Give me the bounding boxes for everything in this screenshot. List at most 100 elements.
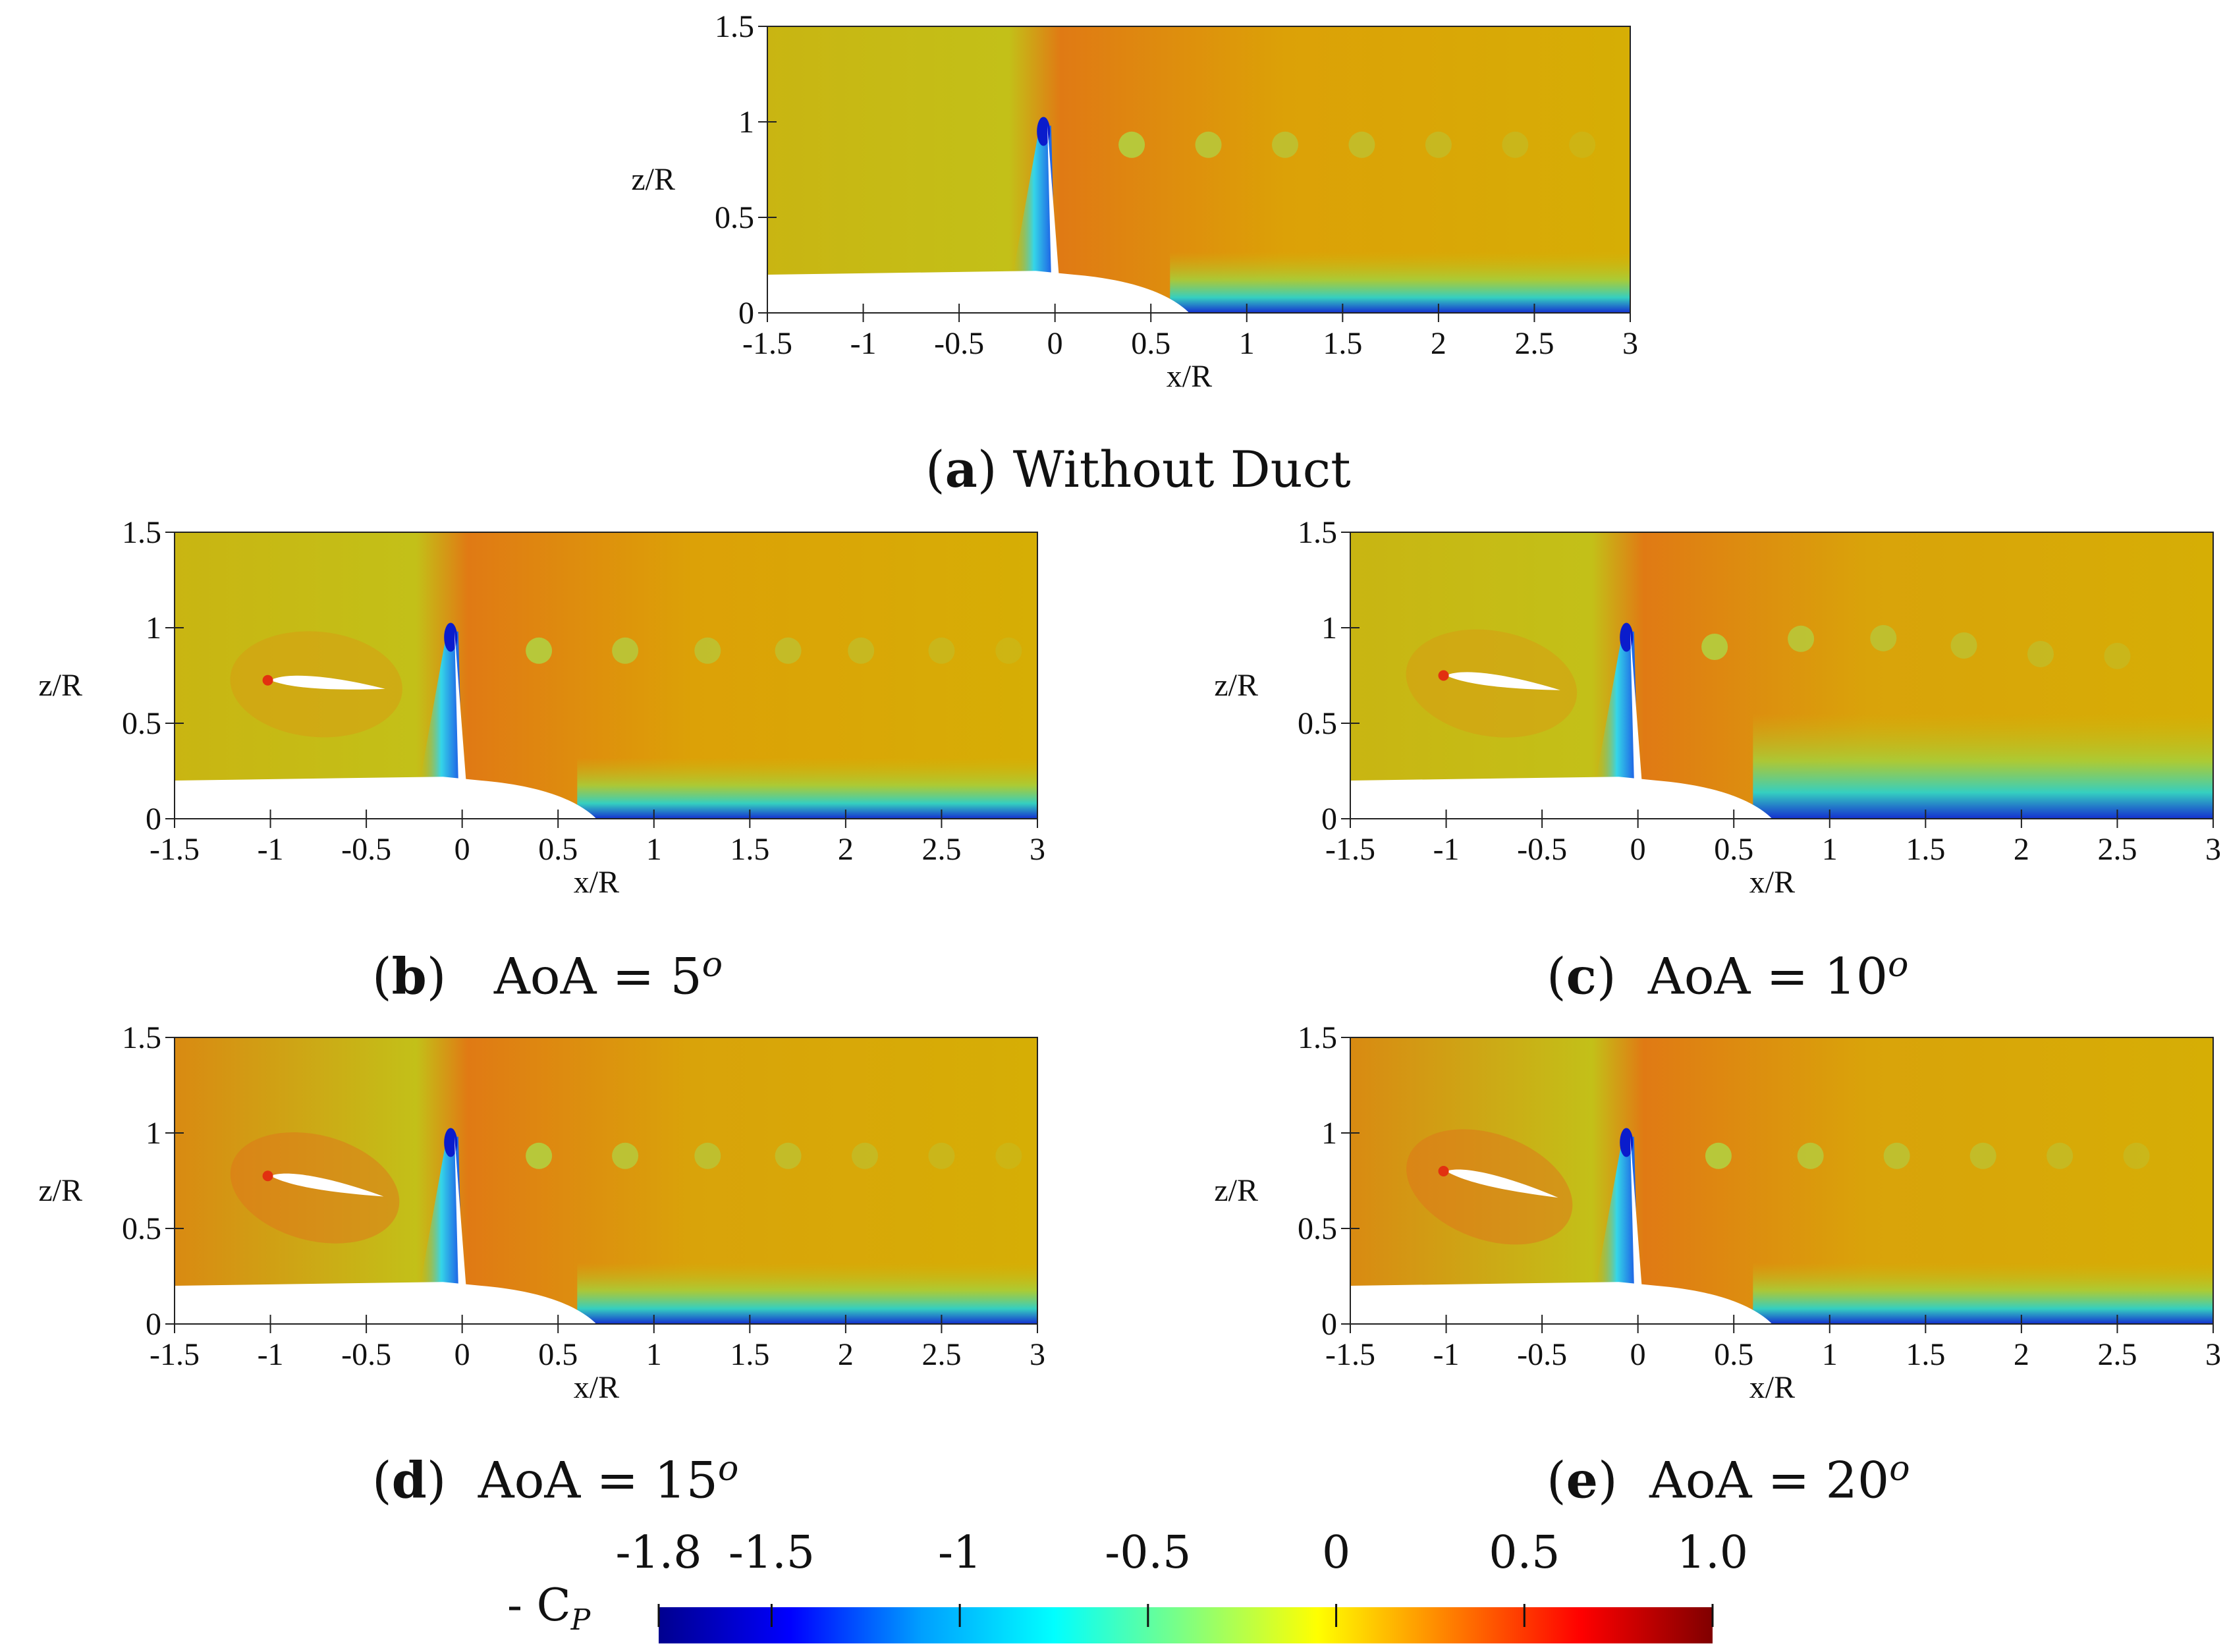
y-tick-label: 1 [1321, 611, 1337, 646]
x-tick-label: 2.5 [2097, 1337, 2137, 1372]
tip-vortex [2104, 642, 2131, 669]
x-tick-label: 3 [1030, 1337, 1045, 1372]
y-tick-label: 0 [738, 296, 754, 331]
x-tick-label: 2.5 [2097, 832, 2137, 867]
tip-vortex [1705, 1142, 1732, 1169]
x-tick-label: 1.5 [730, 832, 769, 867]
y-tick-label: 1.5 [1298, 1020, 1337, 1055]
tip-vortex [775, 637, 802, 664]
x-tick-label: 0 [454, 832, 470, 867]
y-tick-label: 1.5 [1298, 515, 1337, 550]
panel-b: -1.5 -1 -0.5 0 0.5 1 1.5 2 2.5 3 0 0.5 1 1.5 x/R z/R [23, 515, 1064, 924]
rotor-blade-suction [1595, 631, 1638, 781]
caption-c: (c) AoA = 10o [1547, 945, 1909, 1006]
rotor-blade [454, 1136, 466, 1286]
x-axis-label: x/R [1749, 865, 1795, 900]
y-tick-label: 0.5 [122, 1211, 161, 1246]
nacelle-body [1350, 777, 1773, 819]
tip-vortex [928, 637, 955, 664]
x-tick-label: 1 [1822, 832, 1838, 867]
x-tick-label: 2.5 [921, 1337, 961, 1372]
y-tick-label: 0 [1321, 1307, 1337, 1342]
tip-vortex [612, 1142, 639, 1169]
tip-vortex [2027, 640, 2054, 667]
x-tick-label: 2.5 [921, 832, 961, 867]
tip-vortex [694, 637, 721, 664]
tip-vortex [1870, 624, 1897, 651]
x-tick-label: 2 [2014, 1337, 2029, 1372]
x-tick-label: 0 [454, 1337, 470, 1372]
x-tick-label: 1 [646, 1337, 662, 1372]
panel-a: -1.5 -1 -0.5 0 0.5 1 1.5 2 2.5 3 0 0.5 1 1.5 x/R z/R [616, 9, 1657, 418]
nacelle-body [175, 1282, 597, 1324]
x-tick-label: -1.5 [150, 832, 200, 867]
tip-vortex [1569, 131, 1596, 158]
tip-vortex [1797, 1142, 1824, 1169]
y-tick-label: 0 [146, 1307, 161, 1342]
y-tick-label: 0.5 [1298, 1211, 1337, 1246]
tip-vortex [694, 1142, 721, 1169]
plot-frame [1350, 532, 2214, 819]
y-tick-label: 1.5 [122, 1020, 161, 1055]
x-tick-label: 0.5 [1131, 326, 1170, 361]
y-axis-label: z/R [38, 668, 82, 703]
x-axis-label: x/R [574, 1370, 619, 1405]
x-tick-label: -1 [258, 1337, 284, 1372]
tip-vortex [1502, 131, 1529, 158]
tip-vortex [848, 637, 875, 664]
y-tick-label: 0.5 [715, 200, 754, 235]
x-tick-label: -0.5 [1517, 1337, 1567, 1372]
caption-e: (e) AoA = 20o [1547, 1449, 1910, 1510]
plot-frame [174, 532, 1038, 819]
x-tick-label: 2 [1431, 326, 1446, 361]
x-tick-label: -1.5 [1325, 1337, 1375, 1372]
x-tick-label: -1 [850, 326, 877, 361]
y-tick-label: 1 [146, 611, 161, 646]
x-tick-label: 1.5 [1906, 1337, 1945, 1372]
tip-vortex [1348, 131, 1375, 158]
hub-wake-region [577, 1263, 1037, 1324]
rotor-blade-suction [420, 631, 462, 781]
panel-d: -1.5 -1 -0.5 0 0.5 1 1.5 2 2.5 3 0 0.5 1 1.5 x/R z/R [23, 1020, 1064, 1429]
x-tick-label: 1.5 [1906, 832, 1945, 867]
y-axis-label: z/R [1214, 668, 1258, 703]
nacelle-body [767, 271, 1190, 313]
tip-vortex [995, 1142, 1022, 1169]
rotor-blade-suction [1595, 1136, 1638, 1286]
x-tick-label: -0.5 [341, 1337, 391, 1372]
x-tick-label: -0.5 [1517, 832, 1567, 867]
pressure-contour-plot: -1.5 -1 -0.5 0 0.5 1 1.5 2 2.5 3 0 0.5 1 1.5 x/R z/R [1214, 515, 2221, 900]
colorbar-tick-label: 0.5 [1489, 1527, 1560, 1579]
duct-airfoil [1446, 672, 1560, 690]
colorbar-title: - CP [507, 1580, 591, 1637]
x-tick-label: -1.5 [1325, 832, 1375, 867]
tip-vortex [1118, 131, 1145, 158]
x-tick-label: 1.5 [730, 1337, 769, 1372]
plot-frame [767, 26, 1631, 314]
duct-stagnation-point [262, 1170, 273, 1182]
colorbar-tick-label: -1 [938, 1527, 981, 1579]
x-tick-label: 1.5 [1323, 326, 1362, 361]
x-tick-label: -1 [1433, 832, 1460, 867]
tip-vortex [1950, 632, 1977, 659]
tip-vortex [1272, 131, 1298, 158]
tip-vortex [1425, 131, 1452, 158]
plot-frame [1350, 1037, 2214, 1325]
x-tick-label: 3 [1030, 832, 1045, 867]
colorbar-gradient [659, 1607, 1713, 1643]
x-tick-label: 0.5 [538, 832, 578, 867]
plot-frame [174, 1037, 1038, 1325]
panel-e: -1.5 -1 -0.5 0 0.5 1 1.5 2 2.5 3 0 0.5 1 1.5 x/R z/R [1199, 1020, 2227, 1429]
x-tick-label: 1 [1822, 1337, 1838, 1372]
hub-wake-region [1753, 1263, 2213, 1324]
pressure-contour-plot: -1.5 -1 -0.5 0 0.5 1 1.5 2 2.5 3 0 0.5 1 1.5 x/R z/R [631, 9, 1638, 394]
duct-pressure-halo [1406, 1129, 1573, 1245]
blade-tip-low-pressure [1620, 1128, 1634, 1157]
blade-tip-low-pressure [1620, 622, 1634, 652]
tip-vortex [526, 637, 553, 664]
tip-vortex [995, 637, 1022, 664]
tip-vortex [852, 1142, 878, 1169]
duct-stagnation-point [1438, 1166, 1449, 1176]
duct-stagnation-point [1438, 670, 1449, 681]
y-axis-label: z/R [631, 162, 675, 197]
